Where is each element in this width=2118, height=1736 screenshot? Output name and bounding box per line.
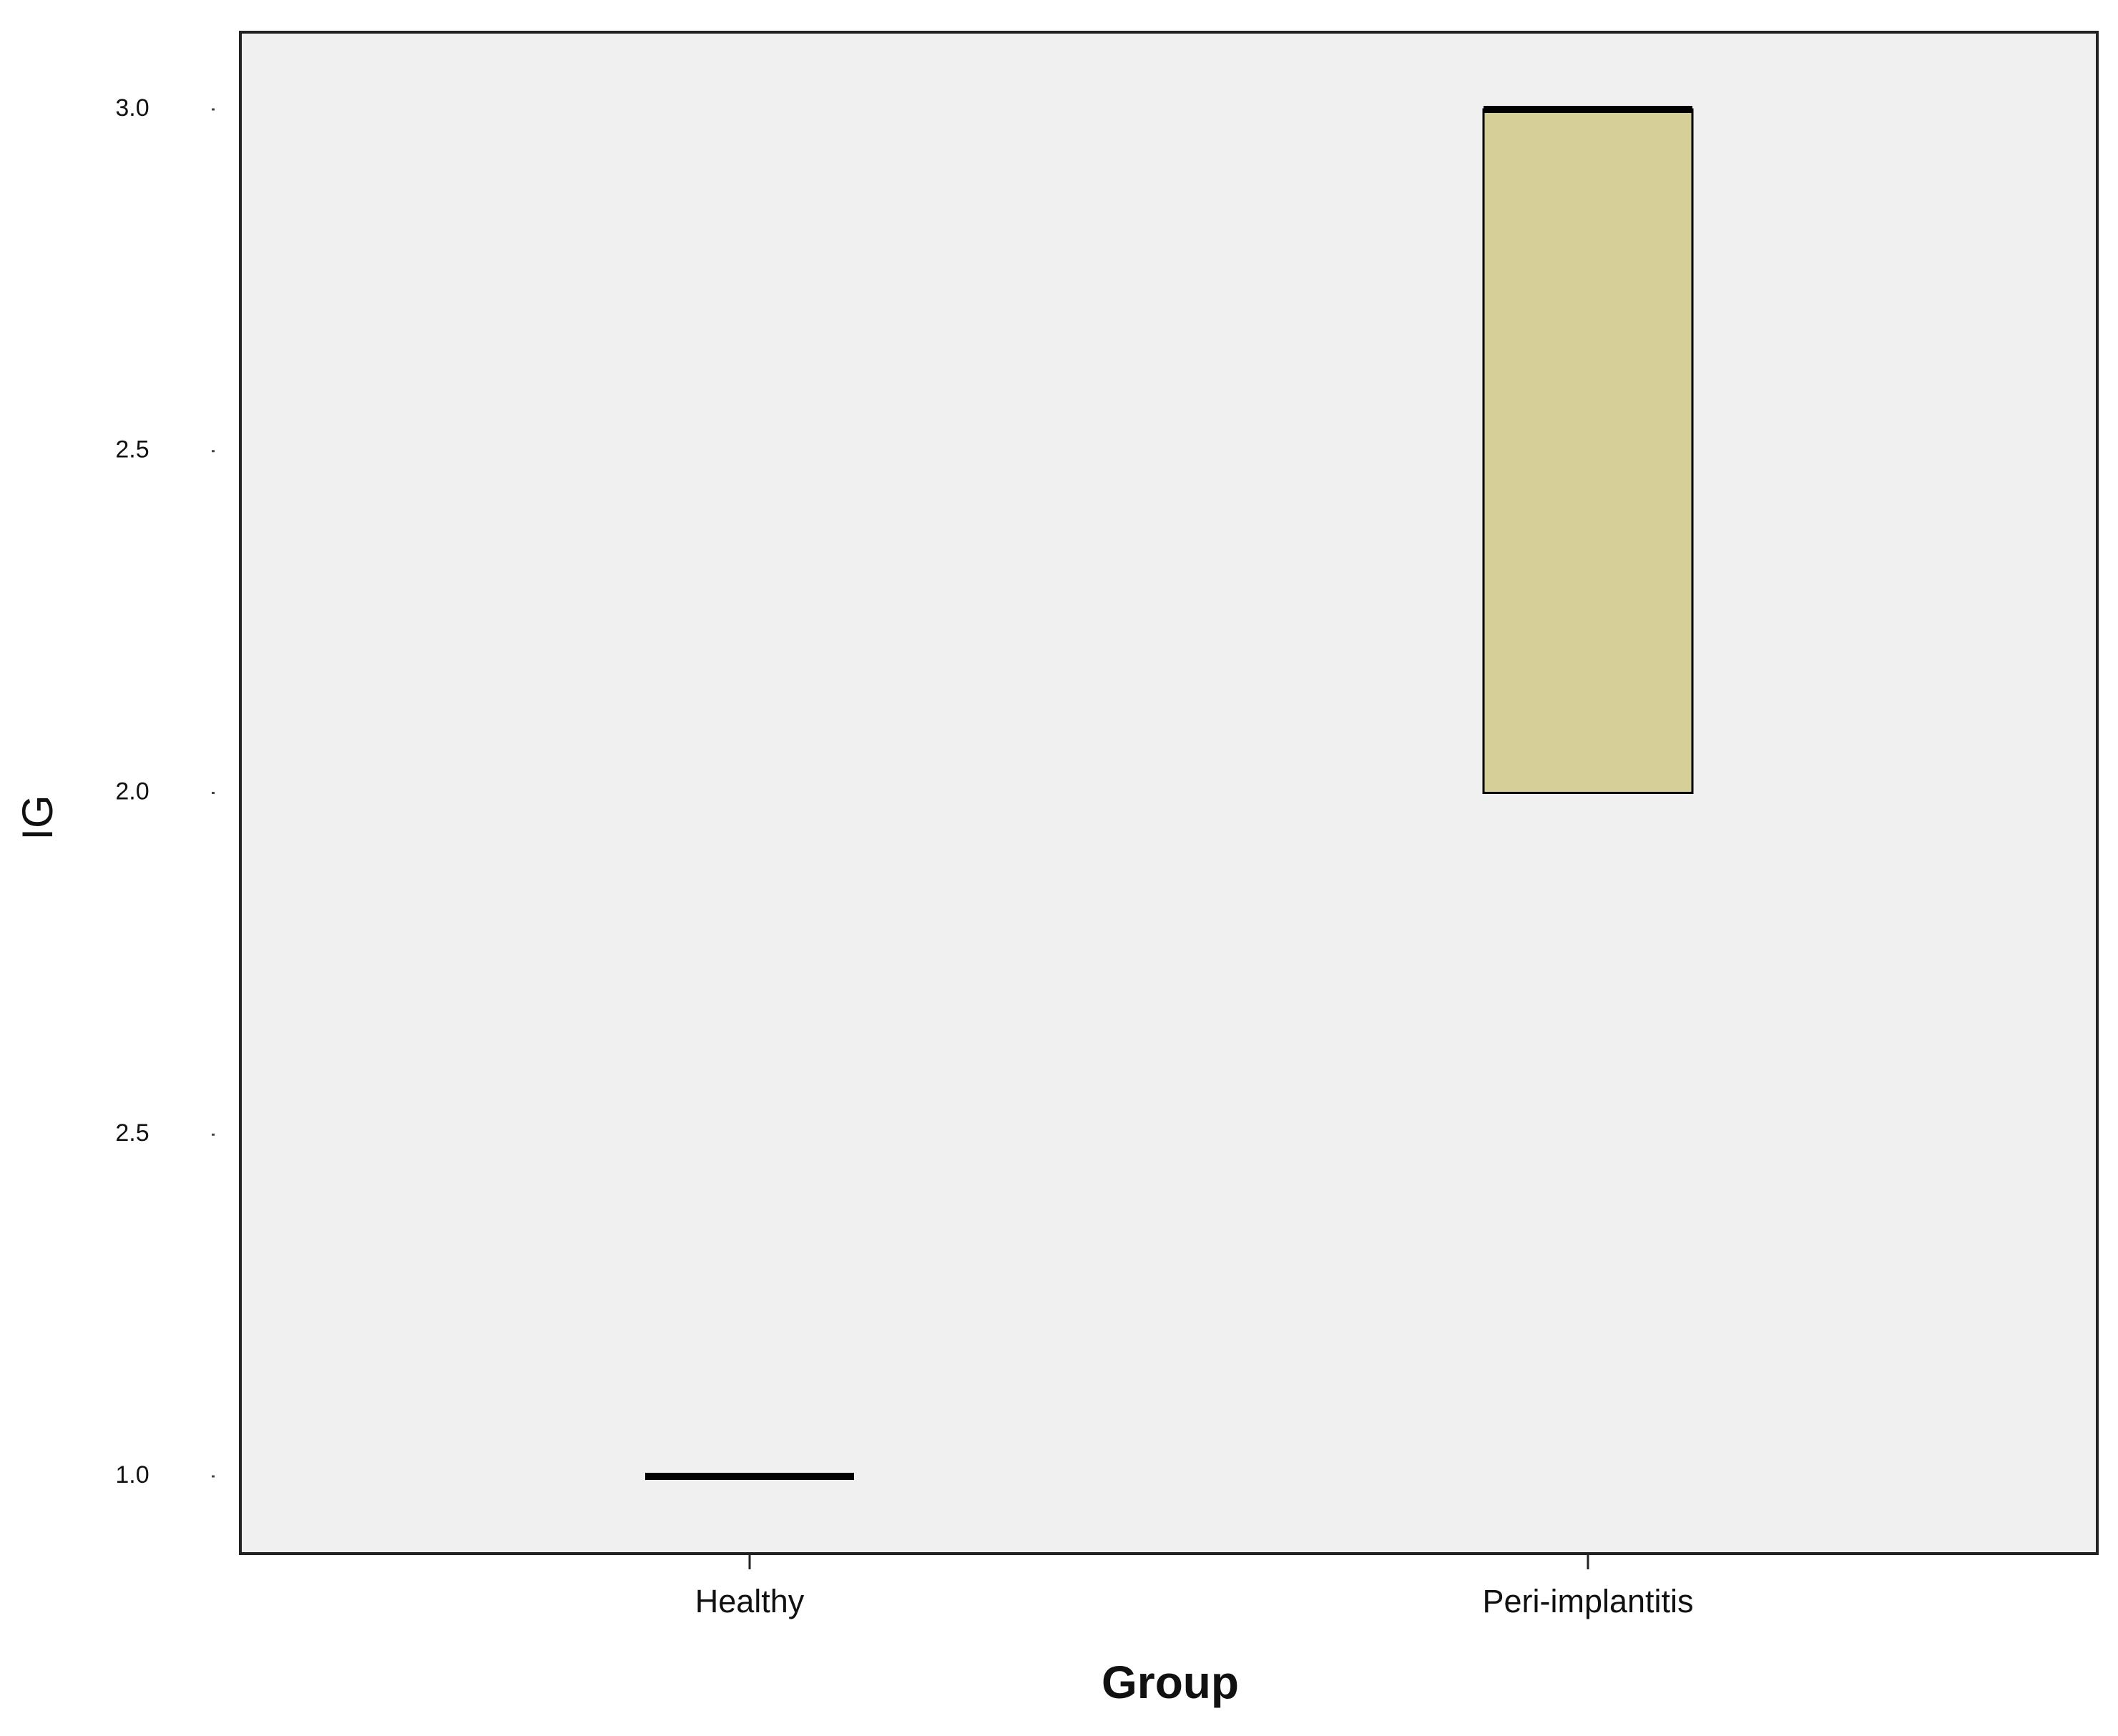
box [1482,108,1694,795]
y-tick-label: 1.0 [115,1461,149,1489]
y-axis-label: IG [14,795,62,840]
x-axis-label: Group [1102,1657,1239,1708]
y-tick-label: 2.5 [115,436,149,464]
y-tick-label: 2.5 [115,1119,149,1147]
plot-area [239,31,2099,1555]
y-tick-label: 2.0 [115,778,149,805]
y-tick-label: 3.0 [115,94,149,122]
x-tick-label: Healthy [695,1583,805,1619]
x-tick-label: Peri-implantitis [1482,1583,1693,1619]
